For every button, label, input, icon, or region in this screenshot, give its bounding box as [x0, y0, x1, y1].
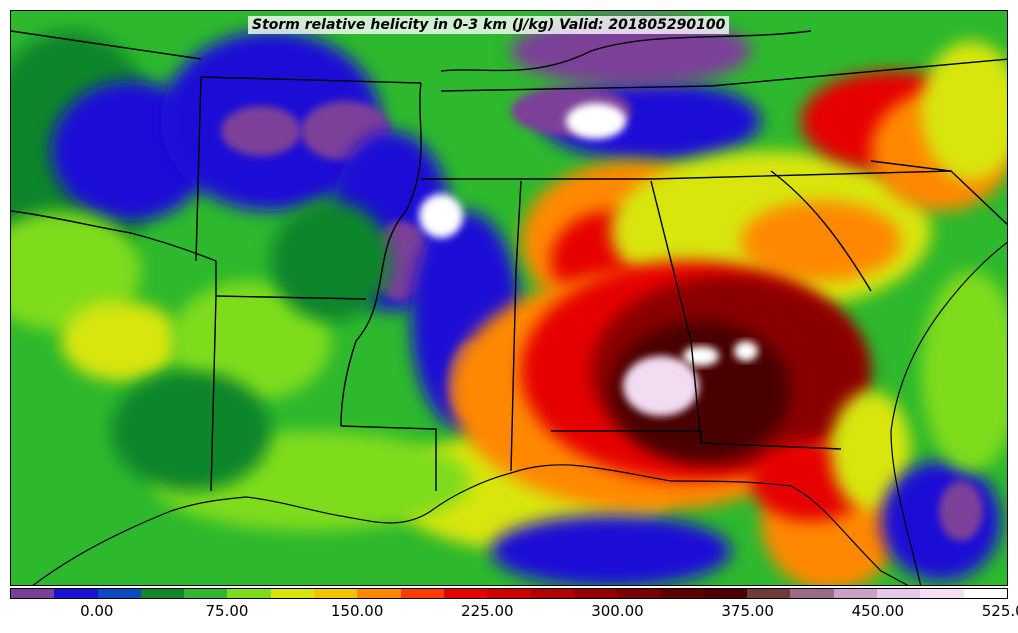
colorbar-segment: [660, 589, 704, 598]
colorbar-segment: [97, 589, 141, 598]
colorbar-tick-label: 150.00: [330, 602, 384, 620]
border-mississippi-river: [340, 82, 422, 427]
coastline-atlantic: [890, 241, 1007, 585]
helicity-region: [419, 194, 463, 238]
helicity-region: [734, 341, 758, 361]
map-title: Storm relative helicity in 0-3 km (J/kg)…: [248, 16, 730, 34]
colorbar-segment: [833, 589, 877, 598]
border-arkansas-louisiana: [215, 295, 367, 300]
map-panel: [10, 10, 1008, 586]
colorbar-segment: [140, 589, 185, 598]
colorbar-segment: [617, 589, 661, 598]
colorbar-segment: [963, 589, 1007, 598]
helicity-region: [921, 271, 1007, 471]
border-louisiana-mississippi: [340, 425, 437, 491]
helicity-map: [11, 11, 1007, 585]
border-mississippi-alabama: [510, 180, 522, 472]
colorbar-segment: [443, 589, 488, 598]
colorbar-tick-labels: 0.00 75.00 150.00 225.00 300.00 375.00 450.00 5…: [10, 602, 1018, 624]
state-borders: [11, 30, 1007, 492]
helicity-region: [683, 346, 719, 366]
helicity-region: [271, 201, 391, 321]
helicity-region: [831, 391, 911, 511]
colorbar-segment: [357, 589, 401, 598]
colorbar-tick-label: 225.00: [461, 602, 514, 620]
helicity-region: [111, 371, 271, 491]
colorbar-tick-label: 0.00: [80, 602, 114, 620]
colorbar-segment: [487, 589, 531, 598]
coastline-mississippi-alabama: [510, 464, 672, 482]
colorbar-tick-label: 300.00: [591, 602, 644, 620]
border-oklahoma-arkansas: [195, 76, 202, 262]
colorbar-segment: [227, 589, 271, 598]
colorbar-segment: [11, 589, 55, 598]
helicity-field: [11, 16, 1007, 585]
border-oklahoma-north: [11, 30, 202, 60]
border-tennessee-kentucky: [440, 58, 1007, 92]
colorbar-tick-label: 450.00: [851, 602, 905, 620]
border-florida-panhandle: [551, 430, 842, 450]
colorbar-segment: [314, 589, 358, 598]
border-carolinas: [870, 160, 1007, 226]
border-arkansas-north: [421, 170, 952, 180]
colorbar-tick-label: 525.00: [981, 602, 1018, 620]
colorbar-segment: [184, 589, 228, 598]
helicity-region: [566, 103, 626, 139]
helicity-region: [939, 481, 983, 541]
coastline-texas: [32, 496, 247, 585]
border-alabama-georgia: [650, 180, 702, 444]
border-texas-oklahoma: [11, 210, 217, 262]
colorbar-segment: [703, 589, 748, 598]
colorbar-tick-label: 375.00: [721, 602, 774, 620]
helicity-region: [623, 356, 699, 416]
border-ohio-river: [440, 30, 812, 72]
colorbar-segment: [270, 589, 315, 598]
colorbar-segment: [747, 589, 791, 598]
colorbar-segment: [790, 589, 834, 598]
border-georgia-carolina: [770, 170, 872, 292]
colorbar-segment: [54, 589, 98, 598]
helicity-region: [171, 281, 331, 401]
gulf-coastline: [32, 241, 1007, 585]
helicity-region: [61, 301, 181, 381]
helicity-region: [11, 211, 141, 331]
colorbar-segment: [876, 589, 921, 598]
border-kansas-missouri: [200, 76, 422, 84]
colorbar-segment: [920, 589, 964, 598]
coastline-florida-west: [670, 480, 909, 585]
helicity-region: [741, 201, 901, 281]
colorbar-segment: [573, 589, 618, 598]
colorbar-segment: [400, 589, 444, 598]
colorbar-tick-label: 75.00: [205, 602, 249, 620]
helicity-region: [921, 41, 1007, 181]
colorbar-segment: [530, 589, 574, 598]
coastline-louisiana: [245, 472, 512, 524]
helicity-region: [221, 106, 301, 156]
helicity-region: [491, 515, 731, 585]
colorbar: [10, 588, 1008, 599]
